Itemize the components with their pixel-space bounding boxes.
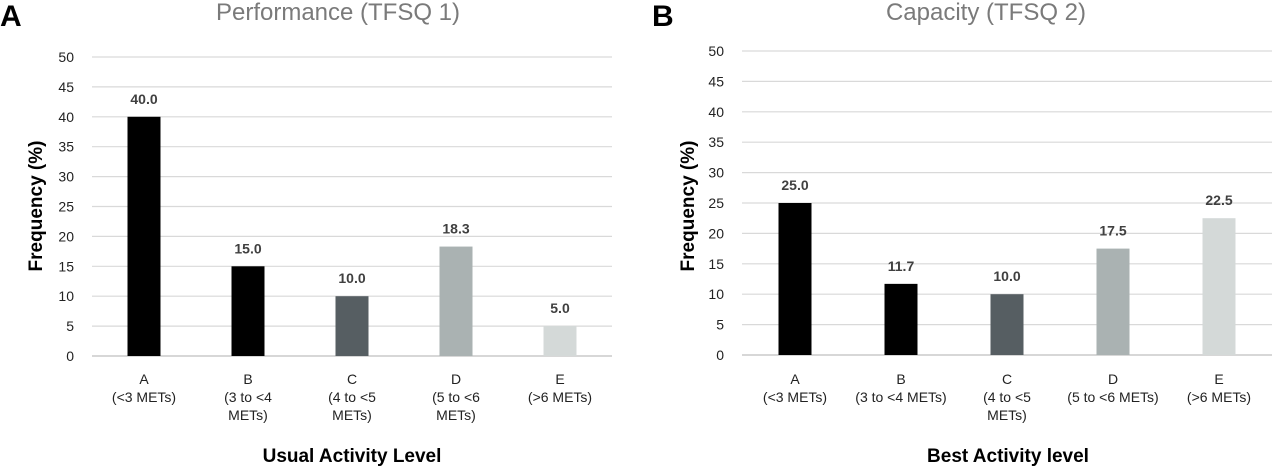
bar [439,246,473,356]
data-label: 17.5 [1099,223,1126,239]
x-tick-label: (5 to <6 [432,389,480,405]
x-tick-label: METs) [332,407,372,423]
x-tick-label: C [347,371,357,387]
x-tick-label: (<3 METs) [112,389,176,405]
y-tick-label: 35 [58,139,74,155]
chart-title: Capacity (TFSQ 2) [886,0,1086,26]
bar [884,283,918,355]
x-tick-label: (>6 METs) [1187,389,1251,405]
y-tick-label: 45 [708,73,724,89]
bar [1202,218,1236,355]
y-tick-label: 10 [58,288,74,304]
x-tick-label: E [555,371,564,387]
y-tick-label: 20 [58,228,74,244]
y-tick-label: 5 [66,318,74,334]
panel-letter: A [0,0,22,33]
bar [1096,248,1130,355]
y-tick-label: 50 [708,43,724,59]
x-tick-label: METs) [228,407,268,423]
data-label: 18.3 [442,221,469,237]
x-tick-label: C [1002,371,1012,387]
y-tick-label: 0 [66,348,74,364]
data-label: 22.5 [1205,192,1232,208]
y-tick-label: 35 [708,134,724,150]
y-tick-label: 5 [716,317,724,333]
y-tick-label: 50 [58,49,74,65]
chart-title: Performance (TFSQ 1) [216,0,460,26]
x-tick-label: (4 to <5 [328,389,376,405]
data-label: 10.0 [993,268,1020,284]
y-tick-label: 20 [708,225,724,241]
bar [127,116,161,356]
x-tick-label: (3 to <4 METs) [855,389,946,405]
data-label: 40.0 [130,91,157,107]
chart-panel-a: A Performance (TFSQ 1) Frequency (%) Usu… [0,0,612,467]
y-tick-label: 10 [708,286,724,302]
y-tick-label: 40 [708,104,724,120]
data-label: 10.0 [338,270,365,286]
y-tick-label: 40 [58,109,74,125]
x-tick-label: E [1214,371,1223,387]
bar [778,203,812,355]
x-tick-label: (3 to <4 [224,389,272,405]
y-tick-label: 0 [716,347,724,363]
y-axis-label: Frequency (%) [678,141,699,272]
data-label: 25.0 [781,177,808,193]
y-tick-label: 30 [58,169,74,185]
chart-panel-b: B Capacity (TFSQ 2) Frequency (%) Best A… [652,0,1272,467]
y-tick-label: 25 [58,199,74,215]
x-tick-label: D [451,371,461,387]
y-tick-label: 30 [708,165,724,181]
x-tick-label: B [243,371,252,387]
y-tick-label: 15 [58,258,74,274]
bar [335,296,369,356]
x-axis-label: Usual Activity Level [263,446,442,467]
x-tick-label: (4 to <5 [983,389,1031,405]
x-tick-label: (5 to <6 METs) [1067,389,1158,405]
y-tick-label: 15 [708,256,724,272]
bar [990,294,1024,355]
x-tick-label: METs) [436,407,476,423]
x-tick-label: A [139,371,149,387]
data-label: 11.7 [888,258,915,274]
x-tick-label: D [1108,371,1118,387]
y-tick-label: 45 [58,79,74,95]
x-tick-label: A [790,371,800,387]
y-axis-label: Frequency (%) [26,141,47,272]
x-axis-label: Best Activity level [927,446,1089,467]
x-tick-label: B [896,371,905,387]
plot-area: 0 5 10 15 20 25 30 35 40 45 50 40.0 A (<3 METs) 15.0 B (… [58,49,612,423]
bar [543,326,577,356]
bar [231,266,265,356]
plot-area: 0 5 10 15 20 25 30 35 40 45 50 25.0 A (<3 METs) 11.7 B (… [708,43,1272,423]
panel-letter: B [652,0,674,33]
data-label: 15.0 [234,240,261,256]
x-tick-label: (>6 METs) [528,389,592,405]
x-tick-label: METs) [987,407,1027,423]
y-tick-label: 25 [708,195,724,211]
data-label: 5.0 [550,300,570,316]
x-tick-label: (<3 METs) [763,389,827,405]
